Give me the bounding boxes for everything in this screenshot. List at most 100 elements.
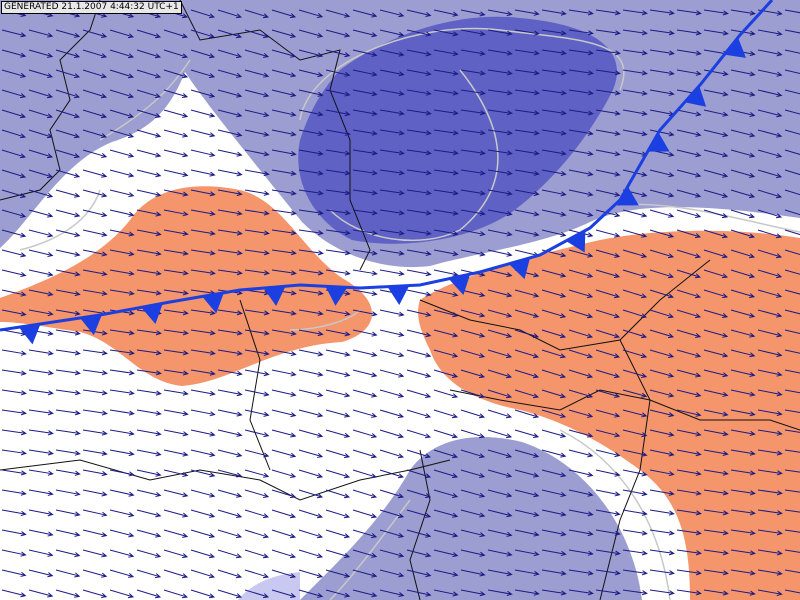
wind-arrow	[676, 389, 702, 398]
wind-arrow	[703, 289, 729, 299]
wind-arrow	[244, 529, 270, 539]
wind-arrow	[352, 569, 378, 578]
wind-arrow	[487, 29, 513, 36]
wind-arrow	[460, 489, 486, 498]
wind-arrow	[55, 149, 81, 159]
wind-arrow	[406, 429, 432, 439]
wind-arrow	[271, 329, 297, 336]
wind-arrow	[595, 449, 621, 458]
wind-arrow	[595, 189, 621, 197]
wind-arrow	[55, 209, 81, 218]
wind-arrow	[163, 349, 189, 356]
wind-arrow	[1, 469, 27, 476]
wind-arrow	[352, 169, 378, 176]
wind-arrow	[271, 149, 297, 157]
wind-arrow	[28, 449, 54, 456]
orange-region-west	[0, 186, 372, 386]
wind-arrow	[757, 309, 783, 318]
wind-arrow	[325, 329, 351, 337]
wind-arrow	[757, 189, 783, 199]
front-line	[0, 0, 774, 332]
wind-arrow	[190, 269, 216, 276]
wind-arrow	[352, 109, 378, 116]
wind-arrow	[55, 289, 81, 297]
front-triangle	[448, 274, 471, 296]
wind-arrow	[190, 209, 216, 217]
front-triangle	[263, 286, 286, 307]
wind-arrow	[271, 509, 297, 519]
wind-arrow	[379, 489, 405, 499]
wind-arrow	[703, 529, 729, 536]
wind-arrow	[595, 229, 621, 238]
wind-arrow	[28, 129, 54, 139]
wind-arrow	[82, 409, 108, 416]
wind-arrow	[433, 29, 459, 37]
wind-arrow	[298, 409, 324, 418]
wind-arrow	[379, 189, 405, 196]
wind-arrow	[379, 89, 405, 97]
wind-arrow	[352, 549, 378, 558]
wind-arrow	[757, 269, 783, 279]
wind-arrow	[703, 549, 729, 556]
wind-arrow	[568, 429, 594, 438]
wind-arrow	[352, 129, 378, 136]
wind-arrow	[28, 209, 54, 218]
wind-arrow	[784, 29, 800, 34]
wind-arrow	[325, 9, 351, 18]
wind-arrow	[703, 409, 729, 417]
wind-arrow	[352, 509, 378, 519]
wind-arrow	[487, 9, 513, 17]
wind-arrow	[109, 469, 135, 477]
wind-arrow	[433, 49, 459, 57]
wind-arrow	[1, 529, 27, 537]
wind-arrow	[352, 269, 378, 276]
wind-arrow	[325, 549, 351, 559]
wind-arrow	[703, 449, 729, 456]
wind-arrow	[541, 89, 567, 96]
wind-arrow	[433, 249, 459, 257]
wind-arrow	[757, 129, 783, 138]
wind-arrow	[163, 309, 189, 316]
wind-arrow	[595, 529, 621, 536]
wind-arrow	[82, 49, 108, 59]
wind-arrow	[379, 69, 405, 77]
wind-arrow	[406, 129, 432, 136]
wind-arrow	[163, 589, 189, 599]
wind-arrow	[622, 209, 648, 218]
wind-arrow	[784, 69, 800, 74]
wind-arrow	[55, 429, 81, 436]
wind-arrow	[541, 229, 567, 238]
wind-arrow	[136, 469, 162, 477]
wind-arrow	[784, 129, 800, 135]
wind-arrow	[406, 589, 432, 597]
wind-arrow	[352, 429, 378, 439]
wind-arrow	[784, 89, 800, 95]
wind-arrow	[541, 549, 567, 557]
wind-arrow	[784, 309, 800, 315]
wind-arrow	[55, 249, 81, 257]
wind-arrow	[136, 589, 162, 599]
wind-arrow	[271, 49, 297, 58]
wind-arrow	[568, 529, 594, 537]
wind-arrow	[730, 149, 756, 158]
wind-arrow	[217, 389, 243, 397]
wind-arrow	[82, 109, 108, 119]
wind-arrow	[271, 429, 297, 438]
wind-arrow	[595, 389, 621, 398]
wind-arrow	[136, 549, 162, 558]
wind-arrow	[28, 169, 54, 179]
wind-arrow	[676, 69, 702, 76]
wind-arrow	[55, 109, 81, 119]
wind-arrow	[595, 289, 621, 299]
wind-arrow	[622, 569, 648, 576]
wind-arrow	[325, 449, 351, 459]
wind-arrow	[649, 469, 675, 477]
wind-arrow	[541, 129, 567, 136]
wind-arrow	[217, 109, 243, 118]
wind-arrow	[568, 349, 594, 359]
wind-arrow	[649, 569, 675, 576]
wind-arrow	[217, 349, 243, 356]
wind-arrow	[190, 589, 216, 599]
wind-arrow	[676, 229, 702, 239]
wind-arrow	[541, 389, 567, 399]
